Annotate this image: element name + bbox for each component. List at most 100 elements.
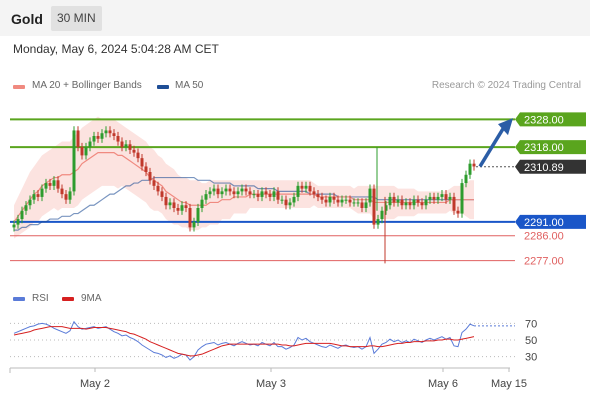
candle-body (192, 221, 196, 228)
candle-body (112, 133, 116, 136)
candle-body (448, 196, 452, 200)
candle-body (216, 188, 220, 195)
level-tag-2318-00 (515, 140, 586, 155)
candle-body (200, 199, 204, 208)
candle-body (244, 188, 248, 192)
candle-body (40, 188, 44, 197)
candle-body (188, 208, 192, 228)
candle-body (60, 188, 64, 195)
candle-body (240, 188, 244, 192)
candle-body (224, 188, 228, 192)
candle-body (252, 194, 256, 196)
candle-body (88, 141, 92, 148)
candle-body (176, 208, 180, 211)
ma50-legend-label: MA 50 (175, 80, 204, 91)
candle-body (184, 205, 188, 208)
candle-body (28, 199, 32, 206)
candle-body (196, 208, 200, 222)
candle-body (160, 191, 164, 197)
candle-body (124, 144, 128, 148)
candle-body (276, 191, 280, 200)
candle-body (16, 219, 20, 225)
candle-body (336, 199, 340, 203)
candle-body (408, 202, 412, 206)
candle-body (220, 191, 224, 195)
candle-body (348, 199, 352, 203)
candle-body (100, 133, 104, 139)
candle-body (340, 199, 344, 203)
x-tick-label: May 6 (428, 378, 458, 390)
candle-body (312, 191, 316, 195)
candle-body (400, 199, 404, 206)
candle-body (180, 205, 184, 211)
rsi-ma-legend-swatch (62, 297, 74, 301)
candle-body (352, 202, 356, 204)
candle-body (156, 185, 160, 192)
candle-body (468, 163, 472, 175)
rsi-ma-line (13, 326, 475, 357)
timeframe-badge[interactable]: 30 MIN (51, 6, 102, 31)
candle-body (32, 194, 36, 200)
candle-body (132, 149, 136, 153)
candle-body (164, 196, 168, 206)
candle-body (280, 199, 284, 201)
rsi-tick-70: 70 (525, 318, 537, 330)
level-tag-2310-89 (515, 159, 586, 174)
ma20-legend-label: MA 20 + Bollinger Bands (32, 80, 142, 91)
candle-body (204, 194, 208, 200)
candle-body (324, 199, 328, 203)
candle-body (460, 183, 464, 214)
candle-body (436, 196, 440, 200)
candle-body (256, 194, 260, 197)
x-tick-label: May 3 (256, 378, 286, 390)
candle-body (380, 210, 384, 220)
candle-body (396, 199, 400, 203)
candle-body (116, 136, 120, 142)
x-tick-label: May 15 (491, 378, 527, 390)
candle-body (456, 210, 460, 214)
candle-body (96, 136, 100, 139)
candle-body (404, 202, 408, 206)
candle-body (128, 144, 132, 150)
candle-body (364, 202, 368, 208)
candle-body (84, 147, 88, 156)
candle-body (92, 136, 96, 142)
candle-body (424, 199, 428, 206)
candle-body (432, 196, 436, 200)
level-label-2328-00: 2328.00 (524, 114, 564, 126)
level-tag-2291-00 (515, 214, 586, 229)
candle-body (136, 152, 140, 159)
header-bar: Gold 30 MIN (0, 0, 590, 36)
level-label-2277-00: 2277.00 (524, 256, 564, 268)
bollinger-band (14, 116, 474, 239)
candle-body (172, 202, 176, 208)
candle-body (316, 194, 320, 197)
rsi-ma-legend-label: 9MA (81, 293, 102, 304)
candle-body (44, 183, 48, 189)
candle-body (356, 202, 360, 204)
candle-body (56, 180, 60, 189)
candle-body (452, 196, 456, 211)
research-credit: Research © 2024 Trading Central (431, 80, 581, 91)
candle-body (384, 205, 388, 211)
rsi-line (13, 320, 475, 361)
candle-body (268, 194, 272, 197)
candle-body (248, 191, 252, 195)
candle-body (304, 185, 308, 189)
level-tag-2328-00 (515, 112, 586, 127)
ma50-legend-swatch (157, 85, 169, 89)
candle-body (264, 191, 268, 195)
candle-body (24, 205, 28, 211)
candle-body (412, 199, 416, 206)
forecast-arrow-head (498, 118, 513, 136)
candle-body (444, 194, 448, 200)
candle-body (308, 185, 312, 192)
candle-body (76, 130, 80, 148)
candle-body (36, 194, 40, 197)
candle-body (320, 196, 324, 200)
candle-body (332, 196, 336, 200)
instrument-title: Gold (11, 11, 43, 27)
timestamp: Monday, May 6, 2024 5:04:28 AM CET (13, 42, 219, 56)
candle-body (148, 172, 152, 181)
